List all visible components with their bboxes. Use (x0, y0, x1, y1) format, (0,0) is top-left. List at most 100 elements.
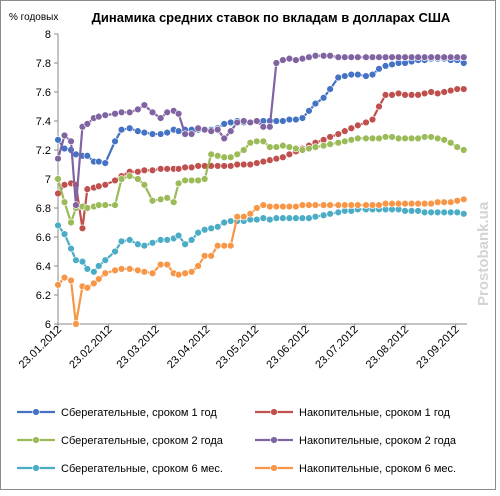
data-point (117, 108, 126, 117)
data-point (394, 199, 403, 208)
data-point (427, 53, 435, 61)
data-point (334, 208, 342, 217)
data-point (347, 136, 356, 144)
series-5 (54, 205, 468, 276)
data-point (298, 114, 307, 122)
chart-title: Динамика средних ставок по вкладам в дол… (92, 10, 451, 25)
legend-marker (32, 464, 40, 472)
data-point (220, 134, 228, 143)
data-point (341, 127, 349, 135)
data-point (354, 134, 362, 143)
data-point (134, 240, 142, 248)
data-point (207, 150, 215, 159)
data-point (420, 89, 429, 98)
data-point (134, 105, 142, 114)
data-point (341, 201, 349, 209)
data-point (362, 118, 370, 127)
series-6 (54, 195, 468, 328)
data-point (326, 140, 334, 148)
data-point (54, 175, 62, 183)
data-point (125, 172, 134, 180)
data-point (285, 150, 294, 159)
data-point (213, 223, 222, 231)
data-point (253, 159, 261, 167)
data-point (227, 217, 235, 225)
data-point (117, 175, 126, 183)
data-point (101, 201, 109, 209)
data-point (272, 202, 281, 211)
data-point (394, 89, 403, 98)
data-point (181, 240, 189, 248)
data-point (140, 268, 149, 276)
data-point (326, 133, 334, 141)
data-point (163, 236, 171, 244)
data-point (381, 91, 390, 99)
legend-label: Сберегательные, сроком 2 года (61, 435, 224, 447)
data-point (174, 165, 183, 173)
data-point (148, 166, 157, 175)
legend-marker (270, 464, 278, 472)
x-tick-label: 23.03.2012 (114, 324, 161, 371)
legend-item: Накопительные, сроком 2 года (255, 435, 457, 447)
data-point (447, 139, 455, 147)
data-point (319, 211, 328, 219)
data-point (259, 201, 268, 209)
y-tick-label: 6.8 (36, 203, 51, 215)
y-tick-label: 7.8 (36, 58, 51, 70)
data-point (285, 54, 294, 63)
data-point (305, 107, 313, 115)
y-tick-label: 7.4 (36, 116, 51, 128)
data-point (453, 85, 461, 93)
data-point (440, 88, 448, 96)
data-point (381, 133, 390, 141)
data-point (207, 224, 215, 233)
data-point (347, 201, 356, 209)
data-point (427, 88, 435, 96)
data-point (95, 262, 103, 270)
data-point (407, 91, 416, 99)
data-point (54, 155, 62, 163)
data-point (285, 143, 294, 151)
data-point (368, 201, 377, 209)
legend-marker (270, 436, 278, 444)
data-point (266, 143, 274, 151)
data-point (447, 86, 455, 95)
legend-label: Сберегательные, сроком 1 год (61, 407, 217, 419)
data-point (253, 137, 261, 146)
data-point (220, 218, 228, 227)
data-point (326, 201, 334, 209)
data-point (272, 117, 281, 125)
data-point (279, 153, 287, 161)
data-point (285, 202, 294, 211)
y-tick-label: 6 (45, 319, 51, 331)
data-point (227, 127, 235, 135)
data-point (292, 202, 300, 211)
x-tick-label: 23.05.2012 (214, 324, 261, 371)
data-point (272, 155, 281, 163)
data-point (220, 162, 228, 170)
series-4 (54, 52, 468, 209)
data-point (407, 134, 416, 143)
y-axis-ticks: 6 6.2 6.4 6.6 6.8 7 7.2 7.4 7.6 7.8 8 (36, 29, 58, 331)
data-point (354, 201, 362, 209)
data-point (72, 201, 80, 209)
data-point (440, 198, 448, 206)
data-point (101, 159, 109, 167)
data-point (111, 137, 119, 146)
data-point (272, 143, 281, 151)
data-point (213, 162, 222, 170)
data-point (60, 131, 69, 140)
data-point (156, 236, 165, 244)
data-point (240, 146, 248, 154)
data-point (54, 221, 62, 230)
data-point (447, 198, 455, 206)
legend-item: Накопительные, сроком 1 год (255, 407, 450, 419)
data-point (246, 210, 254, 218)
data-point (414, 207, 422, 215)
data-point (101, 256, 109, 264)
data-point (174, 110, 183, 118)
data-point (233, 213, 241, 221)
data-point (125, 108, 134, 117)
data-point (259, 157, 268, 166)
data-point (394, 53, 403, 61)
